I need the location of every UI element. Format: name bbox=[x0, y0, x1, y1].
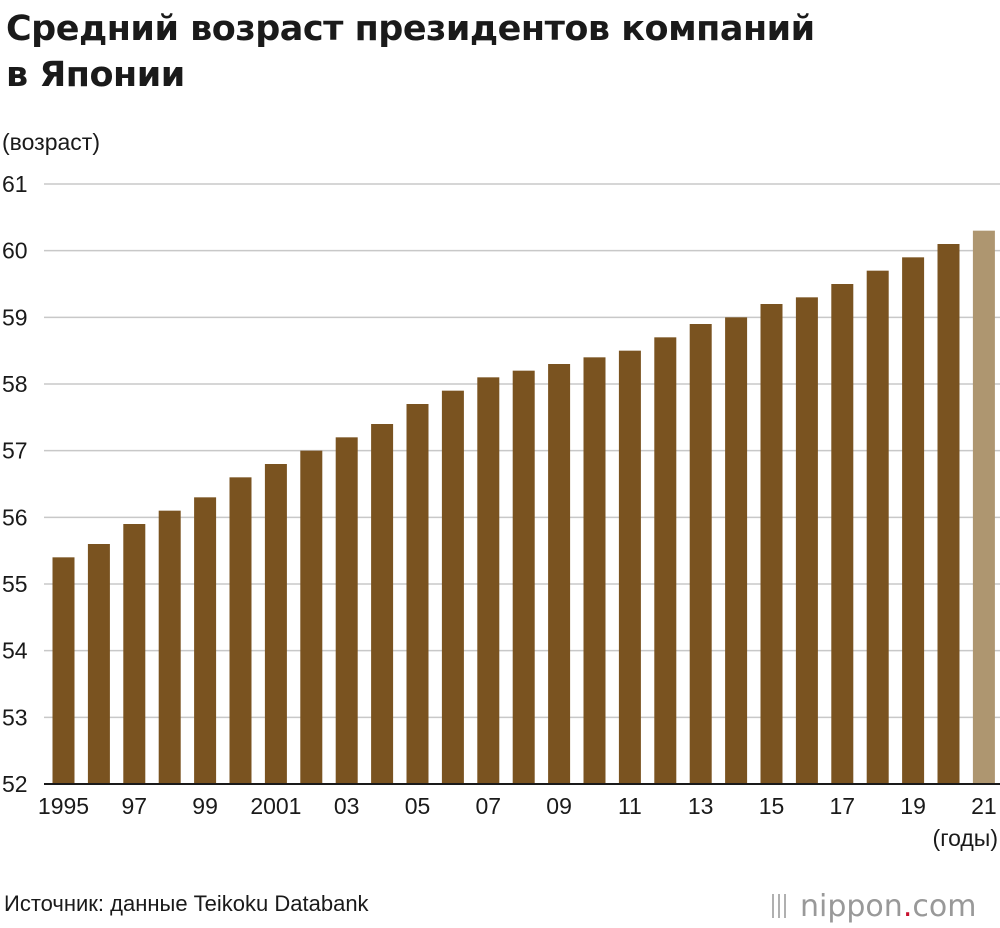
logo-name: nippon bbox=[800, 888, 903, 924]
logo-dot: . bbox=[902, 888, 913, 924]
bar bbox=[618, 350, 641, 784]
y-tick-label: 54 bbox=[2, 638, 28, 664]
x-tick-label: 03 bbox=[334, 793, 360, 819]
y-tick-label: 60 bbox=[2, 238, 28, 264]
bar bbox=[335, 437, 358, 784]
x-tick-label: 11 bbox=[618, 793, 642, 819]
bar bbox=[795, 297, 818, 784]
y-tick-label: 55 bbox=[2, 571, 28, 597]
bar bbox=[937, 244, 960, 784]
y-tick-label: 56 bbox=[2, 504, 28, 530]
x-tick-label: 07 bbox=[476, 793, 502, 819]
x-tick-label: 21 bbox=[971, 793, 997, 819]
chart-title-line-2: в Японии bbox=[6, 55, 185, 95]
bar bbox=[548, 364, 571, 784]
x-tick-label: 17 bbox=[830, 793, 856, 819]
bars bbox=[52, 230, 995, 785]
bar bbox=[406, 404, 429, 784]
y-tick-labels: 52 53 54 55 56 57 58 59 60 61 bbox=[2, 171, 28, 797]
logo-tld: com bbox=[912, 888, 977, 924]
bar bbox=[512, 370, 535, 784]
x-tick-label: 19 bbox=[900, 793, 926, 819]
y-tick-label: 58 bbox=[2, 371, 28, 397]
bar bbox=[441, 390, 464, 784]
bar bbox=[760, 304, 783, 784]
y-tick-label: 61 bbox=[2, 171, 28, 197]
bar bbox=[831, 284, 854, 784]
bar bbox=[123, 524, 146, 784]
nippon-logo: nippon. com bbox=[770, 888, 976, 924]
y-axis-label: (возраст) bbox=[2, 129, 100, 155]
y-tick-label: 57 bbox=[2, 438, 28, 464]
x-tick-label: 2001 bbox=[250, 793, 301, 819]
source-note: Источник: данные Teikoku Databank bbox=[4, 891, 369, 916]
x-axis-label: (годы) bbox=[933, 825, 998, 851]
x-tick-label: 05 bbox=[405, 793, 431, 819]
bar bbox=[866, 270, 889, 785]
bar bbox=[87, 544, 110, 784]
y-tick-label: 59 bbox=[2, 304, 28, 330]
bar bbox=[264, 464, 287, 784]
bar-chart: (возраст) 52 53 54 55 56 57 58 59 60 61 1995 97 99 2… bbox=[2, 129, 1000, 851]
bar bbox=[725, 317, 748, 784]
x-tick-label: 1995 bbox=[38, 793, 89, 819]
bar bbox=[654, 337, 677, 784]
y-tick-label: 53 bbox=[2, 704, 28, 730]
bar bbox=[194, 497, 217, 784]
bar bbox=[300, 450, 323, 784]
bar bbox=[229, 477, 252, 784]
bar bbox=[52, 557, 75, 784]
bar bbox=[689, 324, 712, 784]
y-tick-label: 52 bbox=[2, 771, 28, 797]
x-tick-label: 15 bbox=[759, 793, 785, 819]
bar bbox=[902, 257, 925, 784]
bar bbox=[158, 510, 181, 784]
nippon-logo-icon bbox=[770, 892, 792, 920]
bar bbox=[972, 230, 995, 784]
chart-title: Средний возраст президентов компаний в Я… bbox=[6, 6, 906, 98]
x-tick-label: 13 bbox=[688, 793, 714, 819]
bar bbox=[371, 424, 394, 784]
x-tick-labels: 1995 97 99 2001 03 05 07 09 11 13 15 17 19 21 bbox=[38, 793, 997, 819]
bar bbox=[477, 377, 500, 784]
chart-title-line-1: Средний возраст президентов компаний bbox=[6, 9, 815, 49]
x-tick-label: 99 bbox=[192, 793, 218, 819]
x-tick-label: 09 bbox=[546, 793, 572, 819]
bar bbox=[583, 357, 606, 784]
x-tick-label: 97 bbox=[122, 793, 148, 819]
